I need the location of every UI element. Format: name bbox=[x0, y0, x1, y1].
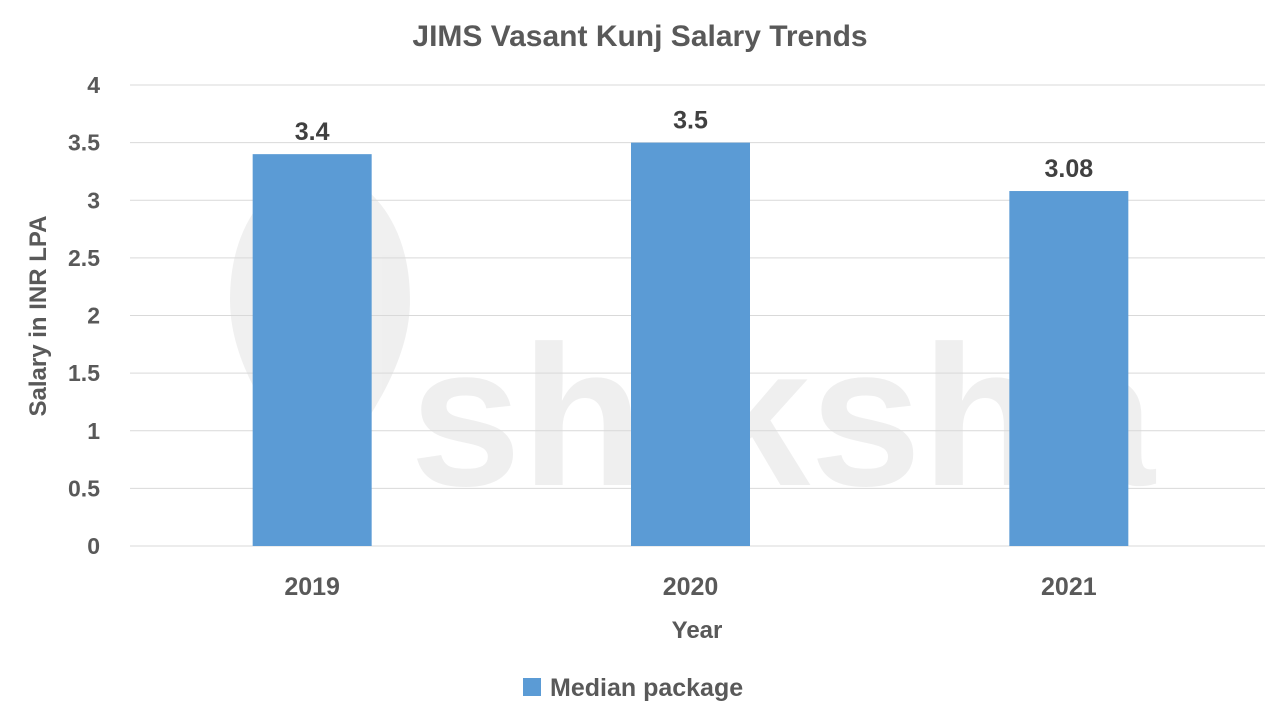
x-category-label: 2020 bbox=[663, 573, 719, 601]
y-axis-ticks: 0 0.5 1 1.5 2 2.5 3 3.5 4 bbox=[68, 72, 100, 559]
y-tick-label: 2 bbox=[87, 303, 100, 329]
x-category-label: 2021 bbox=[1041, 573, 1097, 601]
chart-title: JIMS Vasant Kunj Salary Trends bbox=[412, 20, 867, 53]
y-tick-label: 4 bbox=[87, 72, 100, 98]
bar-value-label: 3.4 bbox=[295, 118, 330, 146]
y-tick-label: 0.5 bbox=[68, 475, 100, 501]
y-tick-label: 1.5 bbox=[68, 360, 100, 386]
x-axis-categories: 2019 2020 2021 bbox=[284, 573, 1096, 601]
bars bbox=[252, 142, 1129, 546]
y-axis-label: Salary in INR LPA bbox=[25, 216, 52, 417]
bar-value-label: 3.5 bbox=[673, 107, 708, 135]
bar bbox=[252, 154, 372, 546]
x-category-label: 2019 bbox=[284, 573, 340, 601]
y-tick-label: 3.5 bbox=[68, 130, 100, 156]
bar-value-label: 3.08 bbox=[1044, 155, 1093, 183]
data-labels: 3.4 3.5 3.08 bbox=[295, 107, 1093, 183]
legend: Median package bbox=[523, 674, 743, 702]
bar bbox=[631, 142, 750, 546]
bar bbox=[1009, 191, 1129, 546]
x-axis-label: Year bbox=[672, 617, 723, 644]
legend-swatch bbox=[523, 678, 541, 696]
legend-label: Median package bbox=[550, 674, 743, 702]
y-tick-label: 2.5 bbox=[68, 245, 100, 271]
y-tick-label: 1 bbox=[87, 418, 100, 444]
y-tick-label: 3 bbox=[87, 187, 100, 213]
y-tick-label: 0 bbox=[87, 533, 100, 559]
